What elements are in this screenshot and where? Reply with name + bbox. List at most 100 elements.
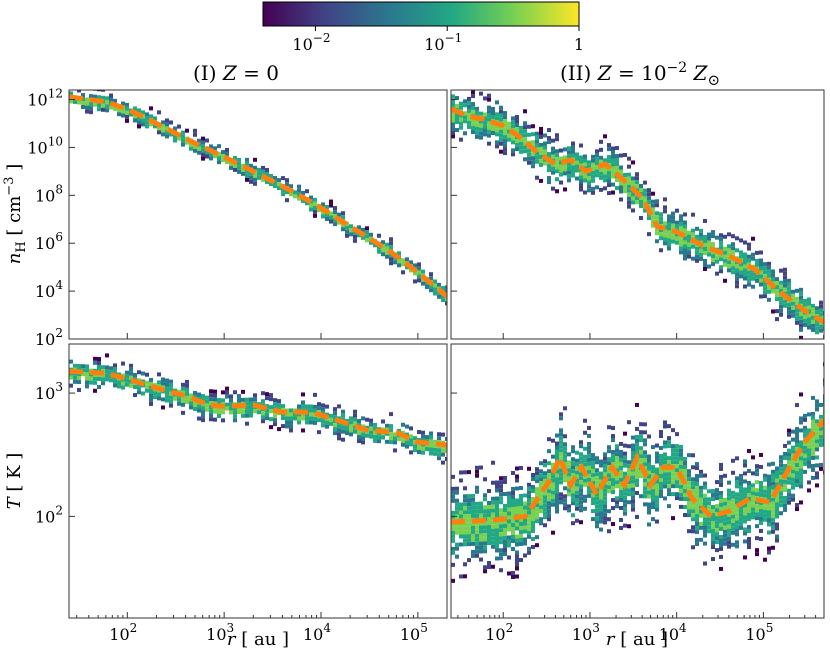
heatmap-cell: [659, 248, 663, 253]
heatmap-cell: [679, 464, 683, 469]
heatmap-cell: [567, 170, 571, 175]
heatmap-cell: [353, 413, 357, 418]
heatmap-cell: [503, 539, 507, 544]
heatmap-cell: [795, 463, 799, 468]
heatmap-cell: [579, 183, 583, 188]
heatmap-cell: [229, 402, 233, 407]
heatmap-cell: [743, 527, 747, 532]
heatmap-cell: [113, 363, 117, 368]
heatmap-cell: [751, 252, 755, 257]
heatmap-cell: [559, 412, 563, 417]
heatmap-cell: [567, 508, 571, 513]
heatmap-cell: [125, 378, 129, 383]
heatmap-cell: [229, 394, 233, 399]
heatmap-cell: [503, 503, 507, 508]
heatmap-cell: [563, 506, 567, 511]
heatmap-cell: [723, 278, 727, 283]
heatmap-cell: [353, 409, 357, 414]
heatmap-cell: [691, 501, 695, 506]
heatmap-cell: [599, 527, 603, 532]
heatmap-cell: [675, 476, 679, 481]
heatmap-cell: [643, 442, 647, 447]
heatmap-cell: [523, 537, 527, 542]
heatmap-cell: [511, 148, 515, 153]
heatmap-cell: [309, 408, 313, 413]
heatmap-cell: [381, 252, 385, 257]
heatmap-cell: [707, 505, 711, 510]
heatmap-cell: [519, 125, 523, 130]
heatmap-cell: [539, 489, 543, 494]
heatmap-cell: [799, 315, 803, 320]
heatmap-cell: [109, 366, 113, 371]
heatmap-cell: [599, 479, 603, 484]
heatmap-cell: [659, 469, 663, 474]
heatmap-cell: [647, 188, 651, 193]
heatmap-cell: [499, 141, 503, 146]
heatmap-cell: [515, 522, 519, 527]
heatmap-cell: [527, 506, 531, 511]
heatmap-cell: [723, 521, 727, 526]
heatmap-cell: [807, 448, 811, 453]
heatmap-cell: [471, 529, 475, 534]
heatmap-cell: [643, 482, 647, 487]
heatmap-cell: [695, 526, 699, 531]
heatmap-cell: [471, 126, 475, 131]
heatmap-cell: [361, 416, 365, 421]
heatmap-cell: [655, 215, 659, 220]
heatmap-cell: [815, 455, 819, 460]
heatmap-cell: [555, 485, 559, 490]
heatmap-cell: [85, 105, 89, 110]
heatmap-cell: [703, 234, 707, 239]
heatmap-cell: [579, 520, 583, 525]
heatmap-cell: [125, 118, 129, 123]
heatmap-cell: [205, 403, 209, 408]
heatmap-cell: [683, 505, 687, 510]
heatmap-cell: [519, 485, 523, 490]
heatmap-cell: [491, 540, 495, 545]
heatmap-cell: [129, 375, 133, 380]
heatmap-cell: [451, 534, 455, 539]
heatmap-cell: [237, 398, 241, 403]
heatmap-cell: [471, 537, 475, 542]
heatmap-cell: [285, 420, 289, 425]
heatmap-cell: [711, 505, 715, 510]
heatmap-cell: [627, 460, 631, 465]
heatmap-cell: [499, 552, 503, 557]
heatmap-cell: [759, 294, 763, 299]
heatmap-cell: [487, 501, 491, 506]
heatmap-cell: [487, 561, 491, 566]
heatmap-cell: [647, 510, 651, 515]
heatmap-cell: [357, 435, 361, 440]
heatmap-cell: [735, 516, 739, 521]
heatmap-cell: [727, 488, 731, 493]
heatmap-cell: [779, 268, 783, 273]
heatmap-cell: [313, 197, 317, 202]
heatmap-cell: [441, 448, 445, 453]
heatmap-cell: [619, 165, 623, 170]
heatmap-cell: [337, 428, 341, 433]
heatmap-cell: [735, 508, 739, 513]
heatmap-cell: [775, 494, 779, 499]
heatmap-cell: [397, 251, 401, 256]
heatmap-cell: [463, 494, 467, 499]
heatmap-cell: [595, 520, 599, 525]
heatmap-cell: [487, 513, 491, 518]
heatmap-cell: [527, 160, 531, 165]
heatmap-cell: [679, 488, 683, 493]
heatmap-cell: [767, 289, 771, 294]
heatmap-cell: [699, 525, 703, 530]
heatmap-cell: [467, 104, 471, 109]
heatmap-cell: [503, 115, 507, 120]
heatmap-cell: [463, 131, 467, 136]
heatmap-cell: [791, 445, 795, 450]
heatmap-cell: [81, 372, 85, 377]
heatmap-cell: [671, 456, 675, 461]
heatmap-cell: [483, 120, 487, 125]
heatmap-cell: [201, 410, 205, 415]
heatmap-cell: [795, 483, 799, 488]
heatmap-cell: [471, 94, 475, 99]
heatmap-cell: [479, 131, 483, 136]
heatmap-cell: [627, 184, 631, 189]
heatmap-cell: [463, 534, 467, 539]
heatmap-cell: [663, 452, 667, 457]
